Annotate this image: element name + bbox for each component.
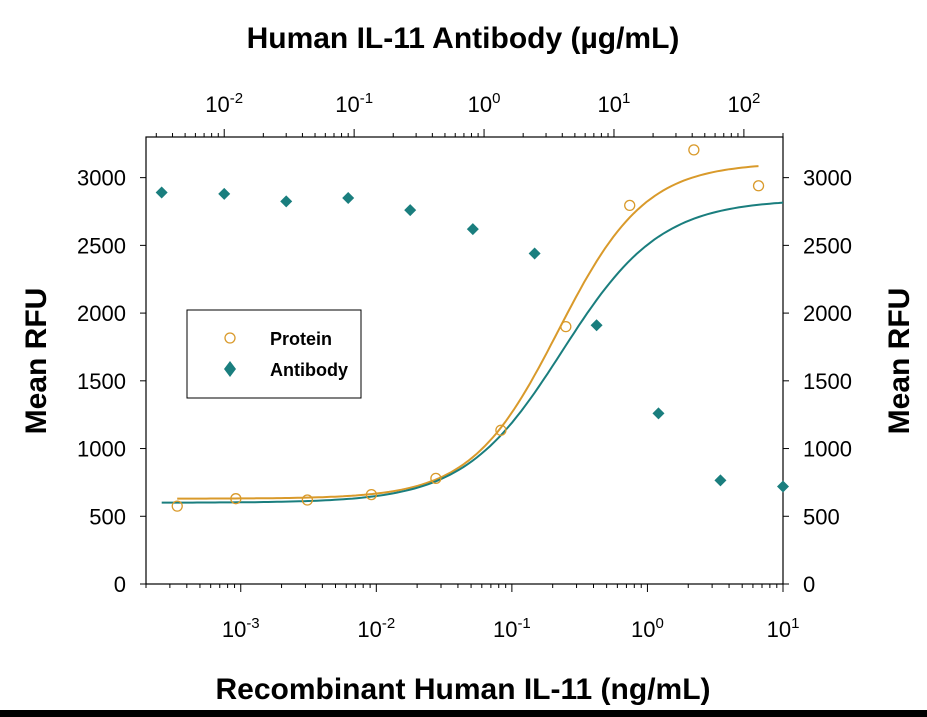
- tick-label: 10-2: [205, 90, 243, 117]
- data-point-antibody: [777, 480, 789, 493]
- legend-protein-label: Protein: [270, 329, 332, 349]
- data-point-antibody: [342, 191, 355, 204]
- bottom-border: [0, 710, 927, 717]
- tick-label: 100: [468, 90, 501, 117]
- chart-title: Human IL-11 Antibody (µg/mL): [247, 22, 680, 55]
- left-y-axis: 0 500 1000 1500 2000 2500 3000: [77, 166, 146, 597]
- tick-label: 10-1: [335, 90, 373, 117]
- data-point-antibody: [155, 186, 168, 199]
- fit-curve-protein: [177, 165, 759, 500]
- y-tick-label: 1500: [803, 369, 852, 394]
- data-point-antibody: [280, 195, 293, 208]
- y-tick-label: 0: [114, 572, 126, 597]
- fit-curve-antibody: [161, 201, 784, 504]
- x-axis-label: Recombinant Human IL-11 (ng/mL): [215, 673, 710, 706]
- data-point-protein: [171, 500, 183, 512]
- y-tick-label: 500: [89, 504, 126, 529]
- data-point-antibody: [466, 223, 479, 236]
- y-tick-label: 1000: [77, 437, 126, 462]
- data-point-antibody: [404, 204, 417, 217]
- data-point-protein: [230, 493, 242, 505]
- y-tick-label: 2500: [77, 233, 126, 258]
- legend: Protein Antibody: [186, 309, 362, 399]
- tick-label: 10-1: [493, 615, 531, 642]
- data-markers: [155, 144, 789, 512]
- y-tick-label: 1500: [77, 369, 126, 394]
- legend-antibody-marker: [224, 361, 236, 377]
- tick-label: 10-2: [357, 615, 395, 642]
- data-point-protein: [560, 320, 572, 333]
- tick-label: 102: [727, 90, 760, 117]
- data-point-protein: [365, 488, 378, 501]
- data-point-protein: [688, 144, 700, 156]
- data-point-antibody: [590, 319, 603, 332]
- data-point-protein: [495, 424, 507, 436]
- legend-box: [186, 309, 362, 399]
- y-tick-label: 2000: [77, 301, 126, 326]
- top-x-axis: 10-2 10-1 100 101 102: [155, 90, 784, 137]
- data-point-antibody: [652, 407, 665, 420]
- data-point-antibody: [218, 187, 231, 200]
- data-point-protein: [624, 199, 636, 212]
- tick-label: 101: [767, 615, 800, 642]
- legend-protein-marker: [224, 332, 236, 344]
- legend-antibody-label: Antibody: [270, 360, 348, 380]
- y-tick-label: 2000: [803, 301, 852, 326]
- y-tick-label: 2500: [803, 233, 852, 258]
- tick-label: 100: [631, 615, 664, 642]
- data-point-antibody: [528, 247, 541, 260]
- right-y-axis: 0 500 1000 1500 2000 2500 3000: [783, 166, 852, 597]
- tick-label: 10-3: [222, 615, 260, 642]
- data-point-protein: [752, 180, 765, 192]
- data-point-antibody: [714, 474, 727, 487]
- data-point-protein: [301, 494, 314, 506]
- y-tick-label: 1000: [803, 437, 852, 462]
- data-point-protein: [430, 472, 442, 484]
- tick-label: 101: [598, 90, 631, 117]
- plot-frame: [145, 136, 784, 585]
- y-tick-label: 3000: [803, 166, 852, 191]
- y-tick-label: 0: [803, 572, 815, 597]
- y-tick-label: 3000: [77, 166, 126, 191]
- y-axis-label-left: Mean RFU: [20, 288, 53, 435]
- y-axis-label-right: Mean RFU: [883, 288, 916, 435]
- y-tick-label: 500: [803, 504, 840, 529]
- bottom-x-axis: 10-3 10-2 10-1 100 101: [145, 584, 800, 642]
- fit-curves: [161, 165, 784, 504]
